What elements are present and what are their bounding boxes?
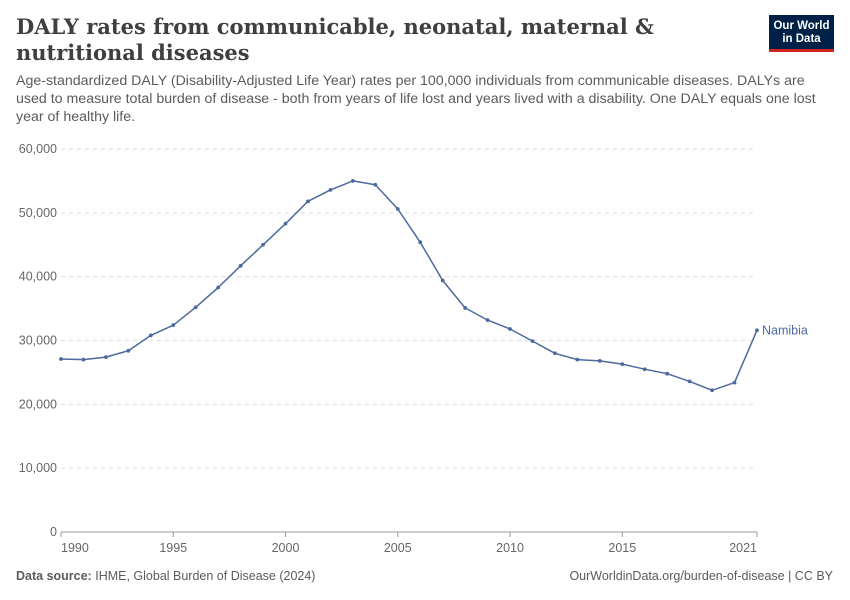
y-tick-label: 60,000 bbox=[19, 142, 57, 156]
y-tick-label: 10,000 bbox=[19, 461, 57, 475]
data-point bbox=[216, 285, 221, 290]
x-tick-label: 1995 bbox=[159, 541, 187, 555]
data-point bbox=[81, 357, 86, 362]
data-point bbox=[126, 348, 131, 353]
data-point bbox=[193, 305, 198, 310]
data-point bbox=[59, 357, 63, 361]
series-label: Namibia bbox=[762, 323, 808, 337]
x-tick-label: 2000 bbox=[272, 541, 300, 555]
x-tick-label: 2010 bbox=[496, 541, 524, 555]
data-point bbox=[418, 240, 423, 245]
x-tick-label: 2021 bbox=[729, 541, 757, 555]
data-point bbox=[104, 355, 108, 359]
data-point bbox=[665, 371, 670, 376]
y-tick-label: 50,000 bbox=[19, 206, 57, 220]
data-point bbox=[597, 359, 602, 363]
data-point bbox=[485, 318, 490, 322]
data-point bbox=[171, 323, 176, 328]
y-tick-label: 20,000 bbox=[19, 397, 57, 411]
series-line-namibia bbox=[60, 180, 758, 392]
data-point bbox=[261, 242, 265, 247]
data-point bbox=[530, 339, 535, 344]
x-tick-label: 2005 bbox=[384, 541, 412, 555]
y-tick-label: 30,000 bbox=[19, 334, 57, 348]
data-point bbox=[350, 179, 355, 183]
data-point bbox=[642, 367, 647, 372]
data-point bbox=[755, 328, 759, 333]
y-tick-label: 0 bbox=[50, 525, 57, 539]
data-point bbox=[687, 379, 692, 384]
data-point bbox=[508, 327, 512, 331]
data-point bbox=[575, 357, 580, 362]
y-tick-label: 40,000 bbox=[19, 270, 57, 284]
data-point bbox=[238, 263, 243, 268]
data-source: Data source: IHME, Global Burden of Dise… bbox=[16, 569, 315, 583]
data-point bbox=[306, 199, 310, 204]
data-point bbox=[553, 351, 557, 356]
footer-link[interactable]: OurWorldinData.org/burden-of-disease | C… bbox=[569, 569, 833, 583]
page-subtitle: Age-standardized DALY (Disability-Adjust… bbox=[16, 73, 816, 125]
logo-line-2: in Data bbox=[782, 33, 821, 45]
data-point bbox=[463, 306, 468, 310]
data-point bbox=[373, 182, 378, 187]
owid-logo[interactable]: Our World in Data bbox=[769, 15, 834, 52]
data-point bbox=[395, 207, 400, 211]
page-title: DALY rates from communicable, neonatal, … bbox=[16, 14, 655, 65]
data-point bbox=[440, 278, 445, 283]
data-point bbox=[328, 187, 333, 192]
data-point bbox=[710, 388, 714, 393]
logo-line-1: Our World bbox=[773, 20, 830, 32]
x-tick-label: 1990 bbox=[61, 541, 89, 555]
data-point bbox=[732, 380, 737, 385]
data-point bbox=[283, 221, 288, 226]
data-source-text[interactable]: IHME, Global Burden of Disease (2024) bbox=[95, 569, 316, 583]
data-source-label: Data source: bbox=[16, 569, 92, 583]
data-point bbox=[620, 362, 625, 367]
data-point bbox=[148, 333, 153, 338]
x-tick-label: 2015 bbox=[608, 541, 636, 555]
